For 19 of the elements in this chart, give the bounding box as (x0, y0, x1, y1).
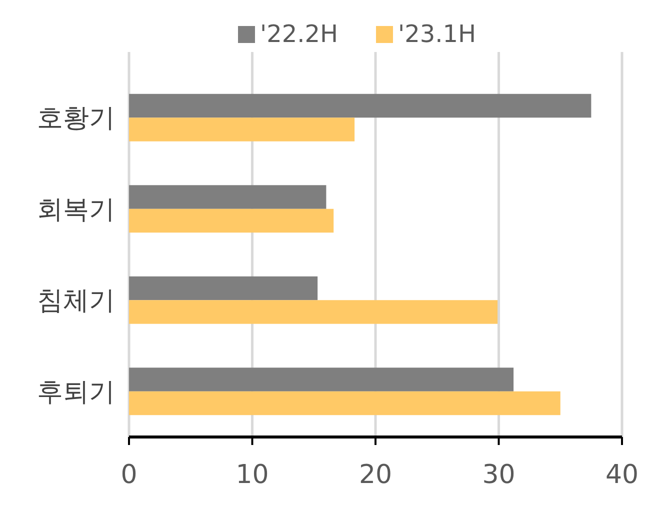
legend-label: '22.2H (260, 20, 338, 48)
y-tick-label: 회복기 (37, 194, 115, 225)
x-tick-label: 0 (120, 460, 138, 490)
x-tick-label: 20 (358, 460, 392, 490)
y-tick-label: 호황기 (37, 104, 115, 134)
bar (129, 185, 326, 209)
bar (129, 94, 592, 118)
y-tick-label: 침체기 (37, 286, 115, 316)
bar (129, 368, 514, 392)
bar (129, 391, 560, 416)
bar (129, 118, 355, 142)
x-tick-label: 40 (605, 460, 639, 490)
y-tick-label: 후퇴기 (37, 377, 115, 408)
bar (129, 300, 498, 324)
x-tick-label: 10 (236, 460, 269, 490)
bar (129, 208, 334, 233)
x-tick-label: 30 (482, 460, 516, 490)
legend-label: '23.1H (398, 20, 476, 48)
bar (129, 276, 318, 300)
